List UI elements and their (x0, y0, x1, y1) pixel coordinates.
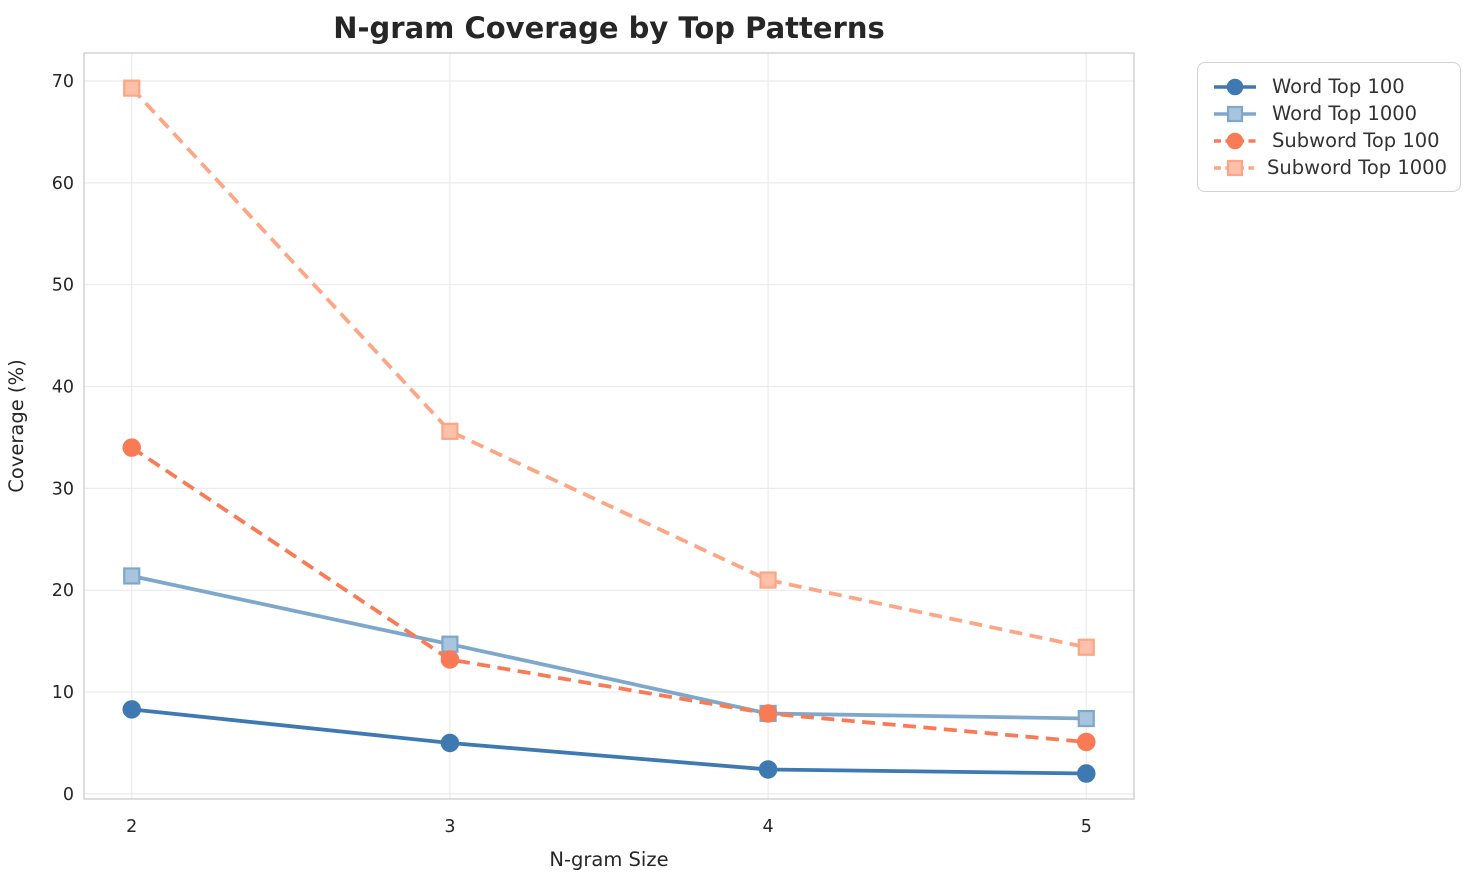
y-tick-label: 70 (52, 72, 74, 92)
data-point-marker (1077, 709, 1095, 728)
data-series-layer (122, 79, 1096, 783)
data-point-marker (441, 422, 459, 440)
legend-item: Word Top 100 (1211, 73, 1447, 100)
chart-title: N-gram Coverage by Top Patterns (333, 11, 885, 45)
legend-item: Subword Top 1000 (1211, 154, 1447, 181)
legend-marker (1226, 78, 1244, 95)
data-point-marker (1077, 638, 1095, 656)
tick-labels: 0 10 20 30 40 50 60 70 2 3 4 5 (52, 72, 1092, 837)
legend-marker (1226, 105, 1244, 122)
legend-label: Word Top 100 (1272, 74, 1405, 98)
legend-label: Subword Top 1000 (1267, 155, 1447, 179)
series-line (130, 86, 1087, 650)
data-point-marker (440, 650, 460, 669)
legend-swatch (1214, 132, 1256, 149)
data-point-marker (759, 571, 777, 589)
legend-label: Subword Top 100 (1272, 128, 1440, 152)
x-tick-label: 4 (763, 817, 774, 837)
y-axis-label: Coverage (%) (5, 359, 28, 492)
x-axis-label: N-gram Size (549, 848, 668, 871)
data-point-marker (1077, 764, 1096, 783)
gridlines (84, 53, 1134, 799)
legend-marker (1226, 132, 1244, 149)
y-tick-label: 40 (52, 378, 74, 398)
x-tick-label: 5 (1081, 817, 1092, 837)
legend-swatch (1214, 105, 1256, 122)
axes-spines (83, 52, 1135, 800)
legend-swatch (1214, 78, 1256, 95)
legend-item: Subword Top 100 (1211, 127, 1447, 154)
legend: Word Top 100 Word Top 1000 Subword Top 100… (1197, 62, 1461, 192)
y-tick-label: 60 (52, 174, 74, 194)
series-line (131, 707, 1087, 776)
data-point-marker (123, 79, 141, 97)
legend-label: Word Top 1000 (1272, 101, 1418, 125)
y-tick-label: 0 (63, 785, 74, 805)
y-tick-label: 20 (52, 581, 74, 601)
data-point-marker (123, 567, 141, 585)
x-tick-label: 2 (126, 817, 137, 837)
series-line (130, 446, 1087, 744)
x-tick-label: 3 (444, 817, 455, 837)
data-point-marker (1077, 732, 1096, 752)
legend-swatch (1214, 159, 1255, 176)
y-tick-label: 50 (52, 276, 74, 296)
data-point-marker (758, 760, 778, 779)
y-tick-label: 30 (52, 479, 74, 499)
data-point-marker (758, 704, 778, 723)
plot-border (83, 52, 1135, 800)
data-point-marker (440, 733, 460, 753)
data-point-marker (122, 700, 141, 719)
y-tick-label: 10 (52, 683, 74, 703)
data-point-marker (441, 635, 459, 653)
data-point-marker (122, 438, 141, 457)
series-line (131, 574, 1087, 721)
legend-marker (1226, 159, 1244, 176)
legend-item: Word Top 1000 (1211, 100, 1447, 127)
